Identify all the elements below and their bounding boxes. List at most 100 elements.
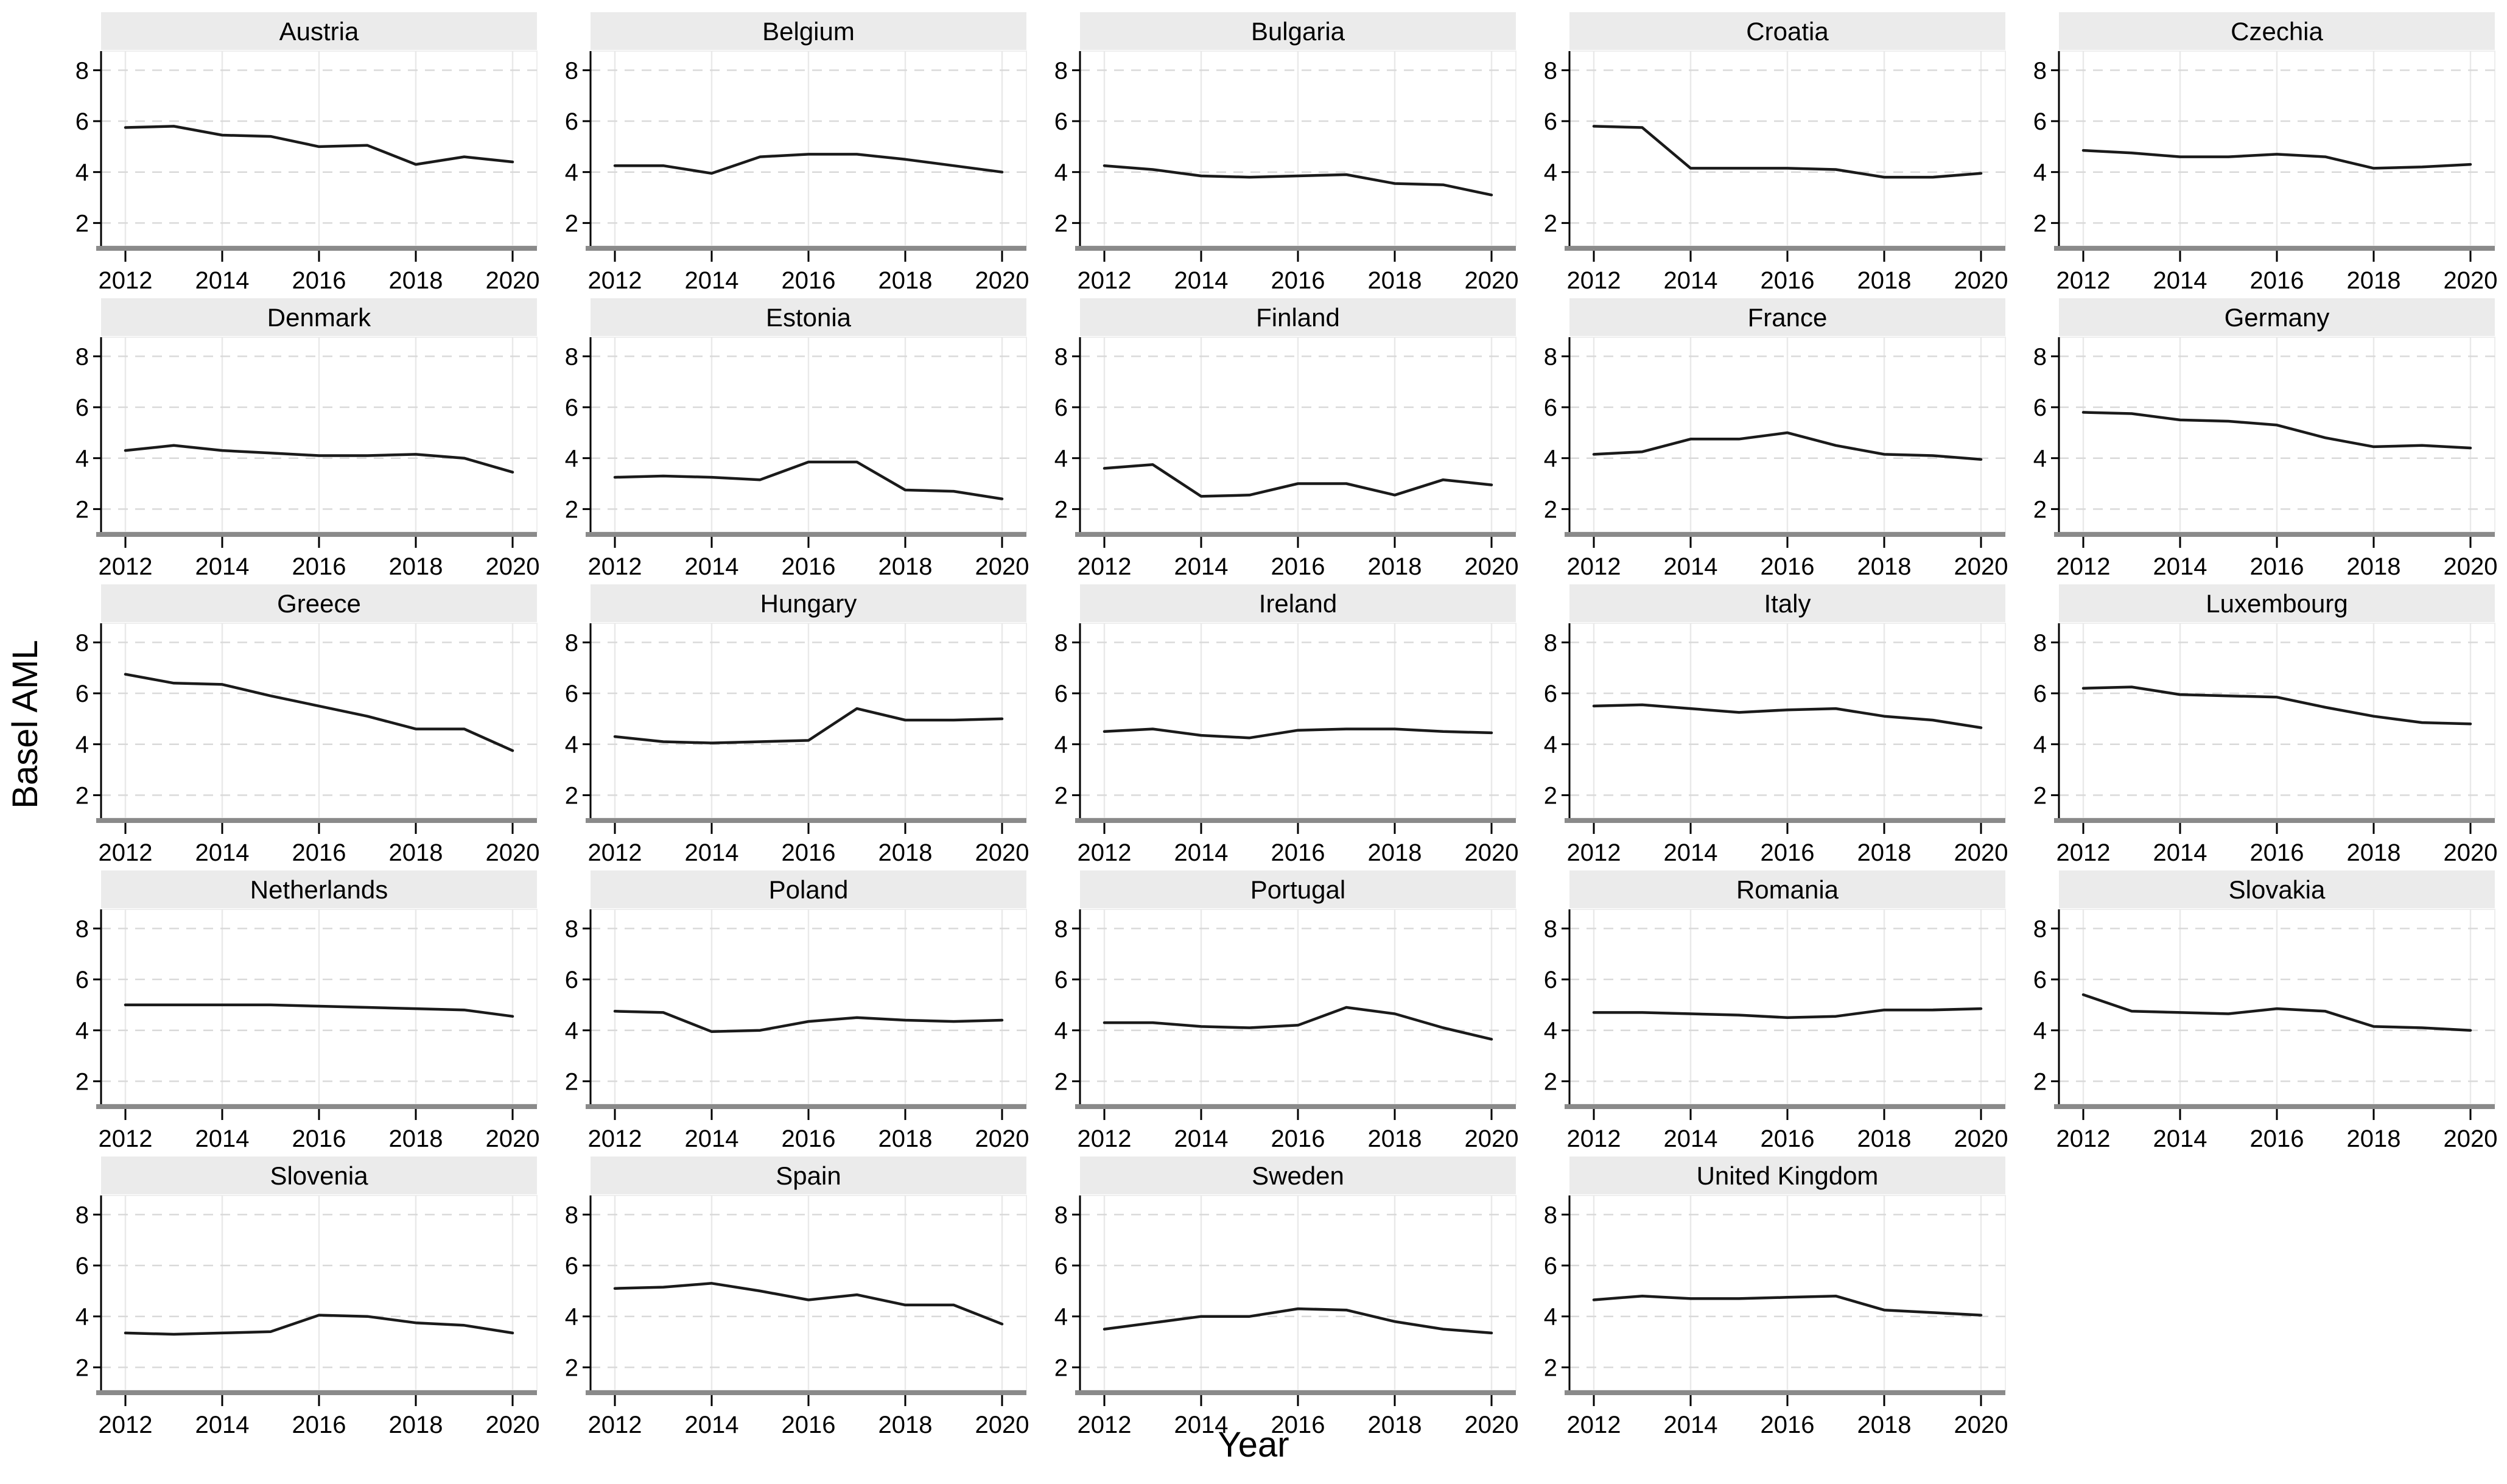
series-line (124, 125, 514, 166)
series-line (613, 1282, 1004, 1326)
y-tick-label: 8 (1054, 1202, 1068, 1228)
series-line (124, 444, 514, 474)
panel-title: Germany (2225, 303, 2330, 332)
y-tick-label: 2 (1054, 1068, 1068, 1095)
x-tick-label: 2020 (2444, 839, 2497, 866)
y-tick-label: 6 (1054, 394, 1068, 421)
panel-title: Slovakia (2229, 875, 2326, 904)
series-line (1592, 125, 1983, 179)
panel-title: Hungary (760, 589, 857, 618)
y-tick-label: 6 (1054, 681, 1068, 707)
panel-title: Estonia (766, 303, 852, 332)
y-tick-label: 2 (2033, 1068, 2047, 1095)
panel-title-strip (591, 870, 1026, 908)
panel-title-strip (591, 584, 1026, 622)
facet-panel-estonia: Estonia 2 4 6 8 2012 2014 2016 2018 2020 (548, 297, 1029, 581)
panel-title: Belgium (762, 17, 855, 46)
x-tick-label: 2012 (1078, 1125, 1132, 1152)
y-tick-label: 8 (75, 1202, 89, 1228)
series-line (1592, 1007, 1983, 1020)
panel-title-strip (2059, 870, 2495, 908)
panel-title-strip (1569, 298, 2005, 336)
x-tick-label: 2012 (588, 553, 642, 580)
x-tick-label: 2014 (195, 267, 250, 294)
x-tick-label: 2020 (2444, 553, 2497, 580)
panel-svg-finland: Finland 2 4 6 8 2012 2014 2016 2018 2020 (1054, 298, 1518, 580)
x-tick-label: 2012 (1078, 553, 1132, 580)
x-tick-label: 2012 (1567, 839, 1621, 866)
x-tick-label: 2012 (588, 839, 642, 866)
y-tick-label: 4 (1054, 732, 1068, 758)
x-tick-label: 2014 (2153, 553, 2207, 580)
y-tick-label: 2 (1544, 496, 1557, 523)
panel-title: Netherlands (250, 875, 388, 904)
x-tick-label: 2016 (1761, 1125, 1815, 1152)
y-tick-label: 2 (1054, 210, 1068, 237)
panel-title-strip (591, 298, 1026, 336)
x-tick-label: 2014 (1664, 1412, 1718, 1438)
panel-title: France (1748, 303, 1828, 332)
y-tick-label: 8 (1544, 57, 1557, 84)
x-tick-label: 2016 (1271, 267, 1325, 294)
panel-title-strip (2059, 584, 2495, 622)
panel-title: Luxembourg (2206, 589, 2347, 618)
y-tick-label: 2 (1544, 782, 1557, 809)
panel-title-strip (1569, 584, 2005, 622)
x-tick-label: 2020 (975, 1412, 1029, 1438)
x-tick-label: 2012 (2056, 267, 2111, 294)
panel-title-strip (1569, 12, 2005, 50)
y-tick-label: 4 (565, 446, 578, 472)
panel-title: Austria (279, 17, 359, 46)
panel-svg-belgium: Belgium 2 4 6 8 2012 2014 2016 2018 2020 (565, 12, 1029, 294)
x-tick-label: 2016 (1761, 839, 1815, 866)
facet-panel-belgium: Belgium 2 4 6 8 2012 2014 2016 2018 2020 (548, 11, 1029, 295)
panel-svg-portugal: Portugal 2 4 6 8 2012 2014 2016 2018 2020 (1054, 870, 1518, 1152)
panel-svg-poland: Poland 2 4 6 8 2012 2014 2016 2018 2020 (565, 870, 1029, 1152)
series-line (2081, 685, 2472, 726)
x-tick-label: 2020 (1954, 267, 2008, 294)
series-line (1592, 431, 1983, 461)
x-tick-label: 2018 (1368, 1412, 1422, 1438)
panel-title: Portugal (1250, 875, 1345, 904)
y-tick-label: 6 (2033, 967, 2047, 993)
y-tick-label: 6 (75, 681, 89, 707)
facet-panel-netherlands: Netherlands 2 4 6 8 2012 2014 2016 2018 2020 (58, 869, 539, 1153)
y-tick-label: 8 (2033, 629, 2047, 656)
panel-svg-romania: Romania 2 4 6 8 2012 2014 2016 2018 2020 (1544, 870, 2008, 1152)
panel-title-strip (1080, 298, 1516, 336)
y-tick-label: 6 (1054, 967, 1068, 993)
facet-panel-hungary: Hungary 2 4 6 8 2012 2014 2016 2018 2020 (548, 583, 1029, 867)
y-tick-label: 2 (1054, 496, 1068, 523)
y-tick-label: 4 (1054, 1018, 1068, 1045)
panel-svg-croatia: Croatia 2 4 6 8 2012 2014 2016 2018 2020 (1544, 12, 2008, 294)
y-tick-label: 6 (2033, 394, 2047, 421)
x-tick-label: 2020 (1465, 267, 1518, 294)
y-axis-title: Basel AML (5, 640, 45, 809)
y-tick-label: 8 (565, 343, 578, 370)
y-tick-label: 8 (565, 915, 578, 942)
series-line (1592, 703, 1983, 729)
y-tick-label: 8 (565, 1202, 578, 1228)
facet-panel-greece: Greece 2 4 6 8 2012 2014 2016 2018 2020 (58, 583, 539, 867)
x-tick-label: 2016 (782, 1412, 836, 1438)
x-tick-label: 2014 (685, 1412, 739, 1438)
y-tick-label: 4 (75, 159, 89, 186)
y-tick-label: 6 (565, 1253, 578, 1279)
series-line (1103, 164, 1493, 197)
y-tick-label: 6 (1054, 108, 1068, 135)
x-tick-label: 2018 (1857, 1412, 1912, 1438)
y-tick-label: 4 (75, 1304, 89, 1331)
y-tick-label: 8 (1054, 57, 1068, 84)
panel-svg-netherlands: Netherlands 2 4 6 8 2012 2014 2016 2018 2020 (75, 870, 539, 1152)
y-tick-label: 2 (565, 496, 578, 523)
x-tick-label: 2014 (1664, 267, 1718, 294)
y-tick-label: 6 (565, 108, 578, 135)
x-tick-label: 2018 (389, 553, 443, 580)
panel-title: Denmark (267, 303, 371, 332)
y-tick-label: 6 (565, 394, 578, 421)
y-tick-label: 2 (1054, 782, 1068, 809)
y-tick-label: 8 (75, 57, 89, 84)
y-tick-label: 4 (565, 1304, 578, 1331)
y-tick-label: 2 (75, 1354, 89, 1381)
x-tick-label: 2020 (2444, 267, 2497, 294)
